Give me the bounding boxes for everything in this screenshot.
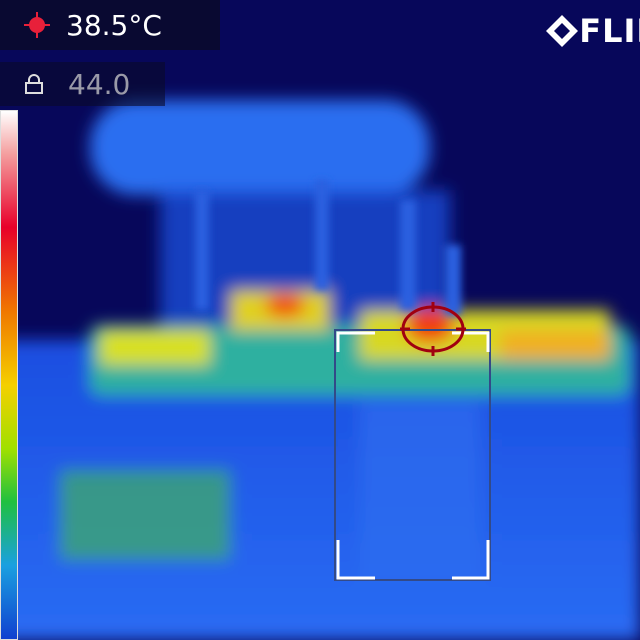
brand-name: FLIR — [579, 12, 640, 50]
temperature-scale — [0, 110, 18, 640]
lock-icon — [25, 74, 43, 94]
brand-logo — [546, 15, 579, 47]
brand: FLIR — [545, 12, 640, 50]
spot-temperature: 38.5°C — [66, 8, 162, 42]
spot-icon — [24, 12, 50, 38]
spot-panel: 38.5°C — [0, 0, 220, 50]
measure-box — [334, 329, 491, 581]
lock-value: 44.0 — [68, 67, 131, 101]
spot-meter — [400, 302, 466, 356]
lock-panel: 44.0 — [0, 62, 165, 106]
